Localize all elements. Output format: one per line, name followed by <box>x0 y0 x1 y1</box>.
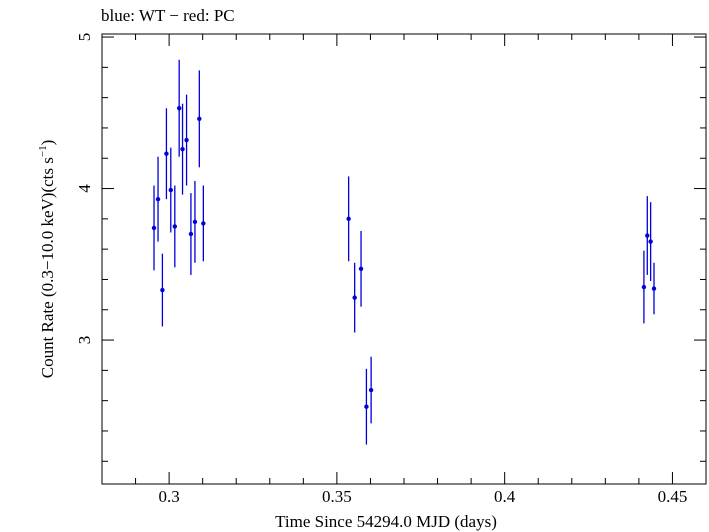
y-axis-label: Count Rate (0.3−10.0 keV)(cts s−1) <box>37 140 57 379</box>
data-point <box>172 224 178 229</box>
data-point <box>160 287 165 293</box>
y-tick-label: 5 <box>75 33 94 42</box>
x-axis-label: Time Since 54294.0 MJD (days) <box>275 512 497 531</box>
y-axis-label-main: Count Rate (0.3−10.0 keV)(cts s <box>38 157 57 378</box>
data-point <box>645 233 650 238</box>
data-point <box>176 106 182 111</box>
data-point <box>164 151 169 156</box>
x-tick-label: 0.35 <box>322 487 352 506</box>
y-tick-label: 3 <box>75 336 94 345</box>
data-point <box>192 219 198 225</box>
data-point <box>168 187 173 193</box>
data-point <box>368 387 374 393</box>
data-point <box>648 239 653 244</box>
data-point <box>641 284 647 290</box>
axis-ticks: 0.3 0.35 0.4 0.45 3 4 5 <box>75 33 707 506</box>
chart-title: blue: WT − red: PC <box>101 6 235 25</box>
data-point <box>180 146 185 152</box>
data-point <box>352 295 357 300</box>
plot-frame <box>101 33 707 485</box>
data-point <box>346 216 351 222</box>
data-point <box>151 225 157 231</box>
y-axis-label-close: ) <box>38 140 57 146</box>
x-tick-label: 0.4 <box>494 487 516 506</box>
x-tick-label: 0.3 <box>158 487 179 506</box>
data-point <box>201 221 206 226</box>
data-points <box>151 59 657 445</box>
data-point <box>358 266 364 272</box>
y-axis-label-superscript: −1 <box>37 145 49 157</box>
data-point <box>197 116 202 122</box>
data-point <box>188 231 194 237</box>
data-point <box>155 196 161 202</box>
data-point <box>364 404 369 409</box>
y-tick-label: 4 <box>75 184 94 193</box>
data-point <box>184 137 189 143</box>
data-point <box>651 286 657 291</box>
x-tick-label: 0.45 <box>658 487 688 506</box>
